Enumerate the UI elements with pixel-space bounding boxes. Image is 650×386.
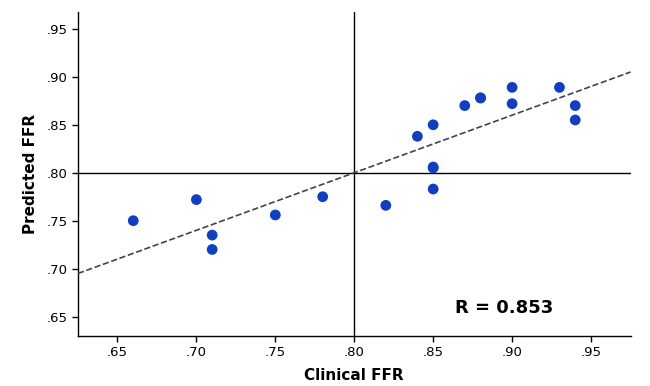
Point xyxy=(207,246,217,252)
Point xyxy=(381,202,391,208)
Point xyxy=(128,218,138,224)
Point xyxy=(507,84,517,90)
Point xyxy=(191,196,202,203)
Point xyxy=(554,84,565,90)
Point xyxy=(475,95,486,101)
Point xyxy=(475,95,486,101)
Point xyxy=(428,165,438,171)
Point xyxy=(428,164,438,170)
Point xyxy=(570,103,580,109)
Point xyxy=(570,117,580,123)
Point xyxy=(207,232,217,238)
Point xyxy=(460,103,470,109)
Point xyxy=(317,194,328,200)
Y-axis label: Predicted FFR: Predicted FFR xyxy=(23,113,38,234)
Point xyxy=(428,186,438,192)
Point xyxy=(507,101,517,107)
Point xyxy=(270,212,281,218)
Text: R = 0.853: R = 0.853 xyxy=(455,299,553,317)
X-axis label: Clinical FFR: Clinical FFR xyxy=(304,367,404,383)
Point xyxy=(428,122,438,128)
Point xyxy=(412,133,423,139)
